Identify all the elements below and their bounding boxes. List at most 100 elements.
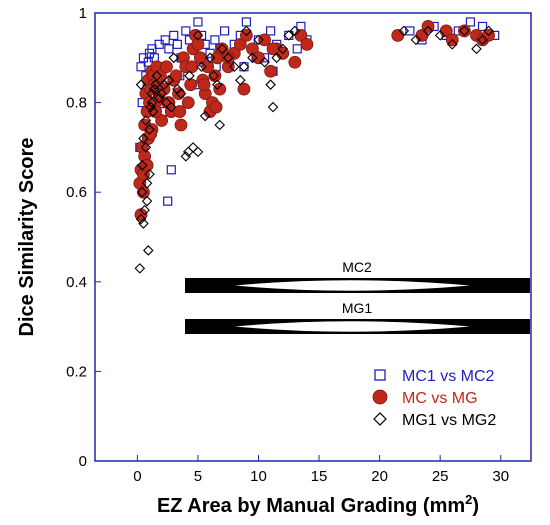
- data-point: [136, 160, 148, 171]
- data-point: [246, 42, 259, 56]
- data-point: [259, 57, 270, 68]
- x-tick-label: 0: [133, 468, 141, 485]
- legend-marker-mg1-mg2: [373, 412, 387, 426]
- data-point: [153, 92, 165, 104]
- data-point: [151, 70, 163, 81]
- data-point: [253, 34, 264, 46]
- data-point: [277, 43, 288, 55]
- data-point: [144, 169, 155, 180]
- data-point: [241, 25, 252, 37]
- data-point: [405, 26, 415, 36]
- data-point: [241, 17, 251, 27]
- data-point: [289, 25, 301, 37]
- data-point: [143, 245, 154, 256]
- x-tick-label: 15: [311, 468, 328, 485]
- data-point: [258, 33, 271, 47]
- data-point: [134, 263, 146, 274]
- data-point: [137, 185, 150, 199]
- data-point: [266, 42, 280, 56]
- data-point: [168, 52, 179, 64]
- data-point: [471, 43, 482, 55]
- data-point: [265, 79, 276, 90]
- data-point: [144, 124, 155, 135]
- data-point: [155, 114, 169, 127]
- data-point: [160, 60, 173, 74]
- inset-bands: MC2 MG1: [185, 259, 530, 334]
- data-point: [180, 151, 192, 162]
- x-axis-label: EZ Area by Manual Grading (mm2): [157, 492, 479, 517]
- data-point: [434, 30, 446, 41]
- x-tick-label: 10: [250, 468, 267, 485]
- data-point: [252, 51, 265, 65]
- data-point: [264, 64, 278, 78]
- data-point: [271, 52, 282, 64]
- data-point: [174, 118, 188, 132]
- x-tick-label: 25: [432, 468, 449, 485]
- data-point: [182, 146, 194, 158]
- data-point: [181, 96, 195, 109]
- y-axis-label: Dice Similarity Score: [16, 138, 38, 337]
- data-point: [477, 21, 488, 32]
- data-point: [477, 34, 488, 46]
- data-point: [422, 25, 434, 37]
- data-point: [219, 26, 230, 36]
- legend-marker-mc-mg: [372, 389, 388, 405]
- data-point: [266, 26, 276, 36]
- data-point: [185, 60, 199, 74]
- data-point: [135, 213, 147, 225]
- data-points: [133, 17, 500, 274]
- data-point: [208, 69, 222, 83]
- series-1: [133, 20, 496, 222]
- data-point: [173, 105, 187, 118]
- y-tick-label: 1: [79, 5, 87, 22]
- data-point: [233, 37, 247, 51]
- data-point: [141, 177, 153, 189]
- data-point: [164, 44, 174, 54]
- data-point: [247, 52, 258, 64]
- data-point: [410, 34, 422, 46]
- data-point: [199, 110, 211, 122]
- x-tick-label: 20: [371, 468, 388, 485]
- data-point: [172, 83, 183, 95]
- data-point: [398, 25, 410, 37]
- x-axis-label-end: ): [472, 495, 479, 517]
- data-point: [163, 74, 175, 86]
- data-point: [156, 88, 167, 99]
- y-tick-label: 0: [79, 453, 87, 470]
- data-point: [459, 25, 470, 37]
- legend-marker-mc1-mc2: [374, 369, 386, 381]
- data-point: [169, 69, 183, 83]
- data-point: [149, 105, 162, 118]
- data-point: [172, 87, 185, 101]
- data-point: [222, 52, 234, 64]
- data-point: [184, 70, 195, 81]
- legend: MC1 vs MC2 MC vs MG MG1 vs MG2: [372, 368, 496, 429]
- data-point: [283, 30, 295, 41]
- data-point: [483, 25, 494, 37]
- data-point: [135, 79, 147, 90]
- data-point: [192, 30, 204, 41]
- data-point: [238, 61, 250, 73]
- data-point: [237, 82, 251, 96]
- data-point: [216, 43, 228, 55]
- y-tick-label: 0.4: [66, 274, 87, 291]
- data-point: [267, 101, 279, 113]
- y-tick-label: 0.2: [66, 363, 87, 380]
- data-point: [138, 133, 149, 144]
- data-point: [144, 127, 158, 141]
- data-point: [139, 204, 150, 216]
- data-point: [221, 51, 235, 65]
- data-point: [141, 195, 153, 207]
- plot-frame: [94, 12, 532, 462]
- data-point: [146, 97, 158, 108]
- tick-group: 0 5 10 15 20 25 30 0 0.2 0.4 0.6 0.8 1: [66, 5, 509, 485]
- inset-label-top: MC2: [342, 259, 372, 275]
- data-point: [239, 62, 249, 72]
- legend-label-mc1-mc2: MC1 vs MC2: [402, 368, 495, 385]
- data-point: [153, 69, 167, 83]
- data-point: [136, 186, 148, 198]
- data-point: [215, 42, 229, 56]
- data-point: [140, 115, 152, 126]
- legend-label-mc-mg: MC vs MG: [402, 390, 478, 407]
- data-point: [166, 165, 176, 175]
